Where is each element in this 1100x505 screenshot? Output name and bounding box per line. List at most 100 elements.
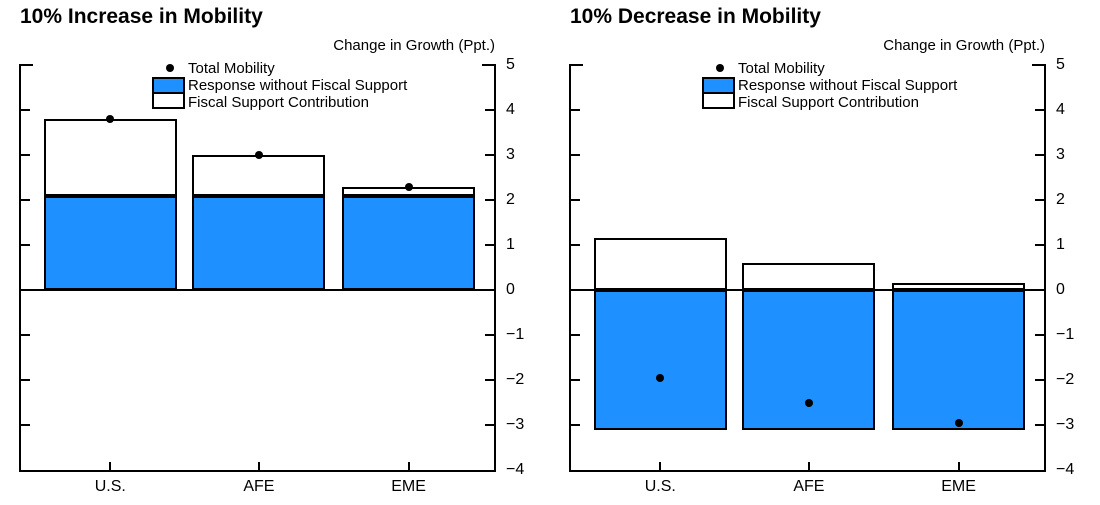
y-axis-right-spine <box>1044 65 1046 472</box>
category-label: AFE <box>243 478 275 495</box>
y-tick-right <box>1035 199 1044 201</box>
y-tick-label: 1 <box>1056 236 1065 253</box>
y-tick-left <box>571 244 580 246</box>
category-label: EME <box>391 478 426 495</box>
y-tick-label: 4 <box>1056 101 1065 118</box>
total-mobility-dot <box>106 115 115 123</box>
y-tick-label: 1 <box>506 236 515 253</box>
y-tick-label: 2 <box>506 191 515 208</box>
y-axis-label: Change in Growth (Ppt.) <box>883 37 1045 54</box>
total-mobility-dot <box>804 398 813 407</box>
bar-segment <box>192 155 326 196</box>
y-tick-label: −3 <box>1056 416 1075 433</box>
y-tick-left <box>21 379 30 381</box>
y-tick-left <box>571 154 580 156</box>
y-tick-right <box>485 379 494 381</box>
y-tick-right <box>1035 289 1044 291</box>
y-tick-right <box>1035 154 1044 156</box>
y-tick-label: 0 <box>1056 281 1065 298</box>
y-tick-right <box>1035 424 1044 426</box>
y-tick-right <box>1035 109 1044 111</box>
chart-title: 10% Increase in Mobility <box>20 5 263 28</box>
top-left-corner-serif <box>19 64 33 66</box>
y-tick-left <box>21 154 30 156</box>
y-tick-right <box>1035 334 1044 336</box>
y-tick-label: 5 <box>1056 56 1065 73</box>
y-tick-label: −2 <box>1056 371 1075 388</box>
total-mobility-dot <box>254 151 263 159</box>
category-label: U.S. <box>94 478 126 495</box>
y-tick-left <box>571 379 580 381</box>
legend-label-total-mobility: Total Mobility <box>738 60 825 77</box>
legend-swatch-fiscal-icon <box>152 92 185 109</box>
y-tick-right <box>485 109 494 111</box>
legend-label-response: Response without Fiscal Support <box>188 77 408 94</box>
bar-segment <box>892 283 1026 290</box>
y-tick-left <box>21 244 30 246</box>
y-tick-right <box>485 199 494 201</box>
point-marker-icon <box>716 64 724 72</box>
chart-title: 10% Decrease in Mobility <box>570 5 821 28</box>
bar-segment <box>742 263 876 290</box>
y-tick-left <box>571 109 580 111</box>
bar-segment <box>43 195 177 290</box>
y-axis-right-spine <box>494 65 496 472</box>
y-tick-right <box>485 289 494 291</box>
y-tick-left <box>571 289 580 291</box>
y-tick-right <box>1035 244 1044 246</box>
y-tick-label: 0 <box>506 281 515 298</box>
y-tick-label: −4 <box>506 461 525 478</box>
y-tick-label: 3 <box>506 146 515 163</box>
category-tick <box>407 462 410 470</box>
chart-increase-mobility: 10% Increase in Mobility Change in Growt… <box>0 0 550 495</box>
bar-segment <box>43 119 177 196</box>
y-tick-left <box>21 334 30 336</box>
category-tick <box>257 462 260 470</box>
y-tick-right <box>485 424 494 426</box>
bar-segment <box>593 290 727 430</box>
legend-label-total-mobility: Total Mobility <box>188 60 275 77</box>
total-mobility-dot <box>954 418 963 427</box>
y-tick-left <box>21 199 30 201</box>
category-label: AFE <box>793 478 825 495</box>
legend-label-response: Response without Fiscal Support <box>738 77 958 94</box>
category-tick <box>807 462 810 470</box>
category-tick <box>957 462 960 470</box>
y-tick-right <box>485 334 494 336</box>
top-right-corner-serif <box>1032 64 1046 66</box>
y-tick-label: −2 <box>506 371 525 388</box>
bar-segment <box>892 290 1026 430</box>
y-tick-label: −4 <box>1056 461 1075 478</box>
legend: Total Mobility Response without Fiscal S… <box>0 0 550 115</box>
legend: Total Mobility Response without Fiscal S… <box>550 0 1100 115</box>
y-tick-left <box>571 334 580 336</box>
plot-area: 5 4 3 2 1 0 −1 −2 −3 −4 U.S. AFE EME <box>19 56 525 495</box>
y-tick-label: −1 <box>506 326 525 343</box>
y-tick-label: 4 <box>506 101 515 118</box>
y-tick-label: 2 <box>1056 191 1065 208</box>
x-axis-line <box>569 470 1046 472</box>
bar-segment <box>342 195 476 290</box>
y-tick-left <box>571 199 580 201</box>
y-tick-label: 5 <box>506 56 515 73</box>
y-tick-right <box>485 244 494 246</box>
category-label: U.S. <box>644 478 676 495</box>
y-tick-left <box>21 289 30 291</box>
y-tick-label: −1 <box>1056 326 1075 343</box>
y-tick-right <box>485 154 494 156</box>
top-right-corner-serif <box>482 64 496 66</box>
bar-segment <box>192 195 326 290</box>
legend-label-fiscal: Fiscal Support Contribution <box>738 94 919 111</box>
y-tick-left <box>21 424 30 426</box>
category-tick <box>109 462 112 470</box>
y-axis-left-spine <box>19 65 21 472</box>
y-axis-label: Change in Growth (Ppt.) <box>333 37 495 54</box>
y-tick-left <box>571 424 580 426</box>
chart-decrease-mobility: 10% Decrease in Mobility Change in Growt… <box>550 0 1100 505</box>
category-label: EME <box>941 478 976 495</box>
zero-line <box>21 289 494 291</box>
y-tick-left <box>21 109 30 111</box>
bar-segment <box>593 238 727 290</box>
y-tick-label: 3 <box>1056 146 1065 163</box>
